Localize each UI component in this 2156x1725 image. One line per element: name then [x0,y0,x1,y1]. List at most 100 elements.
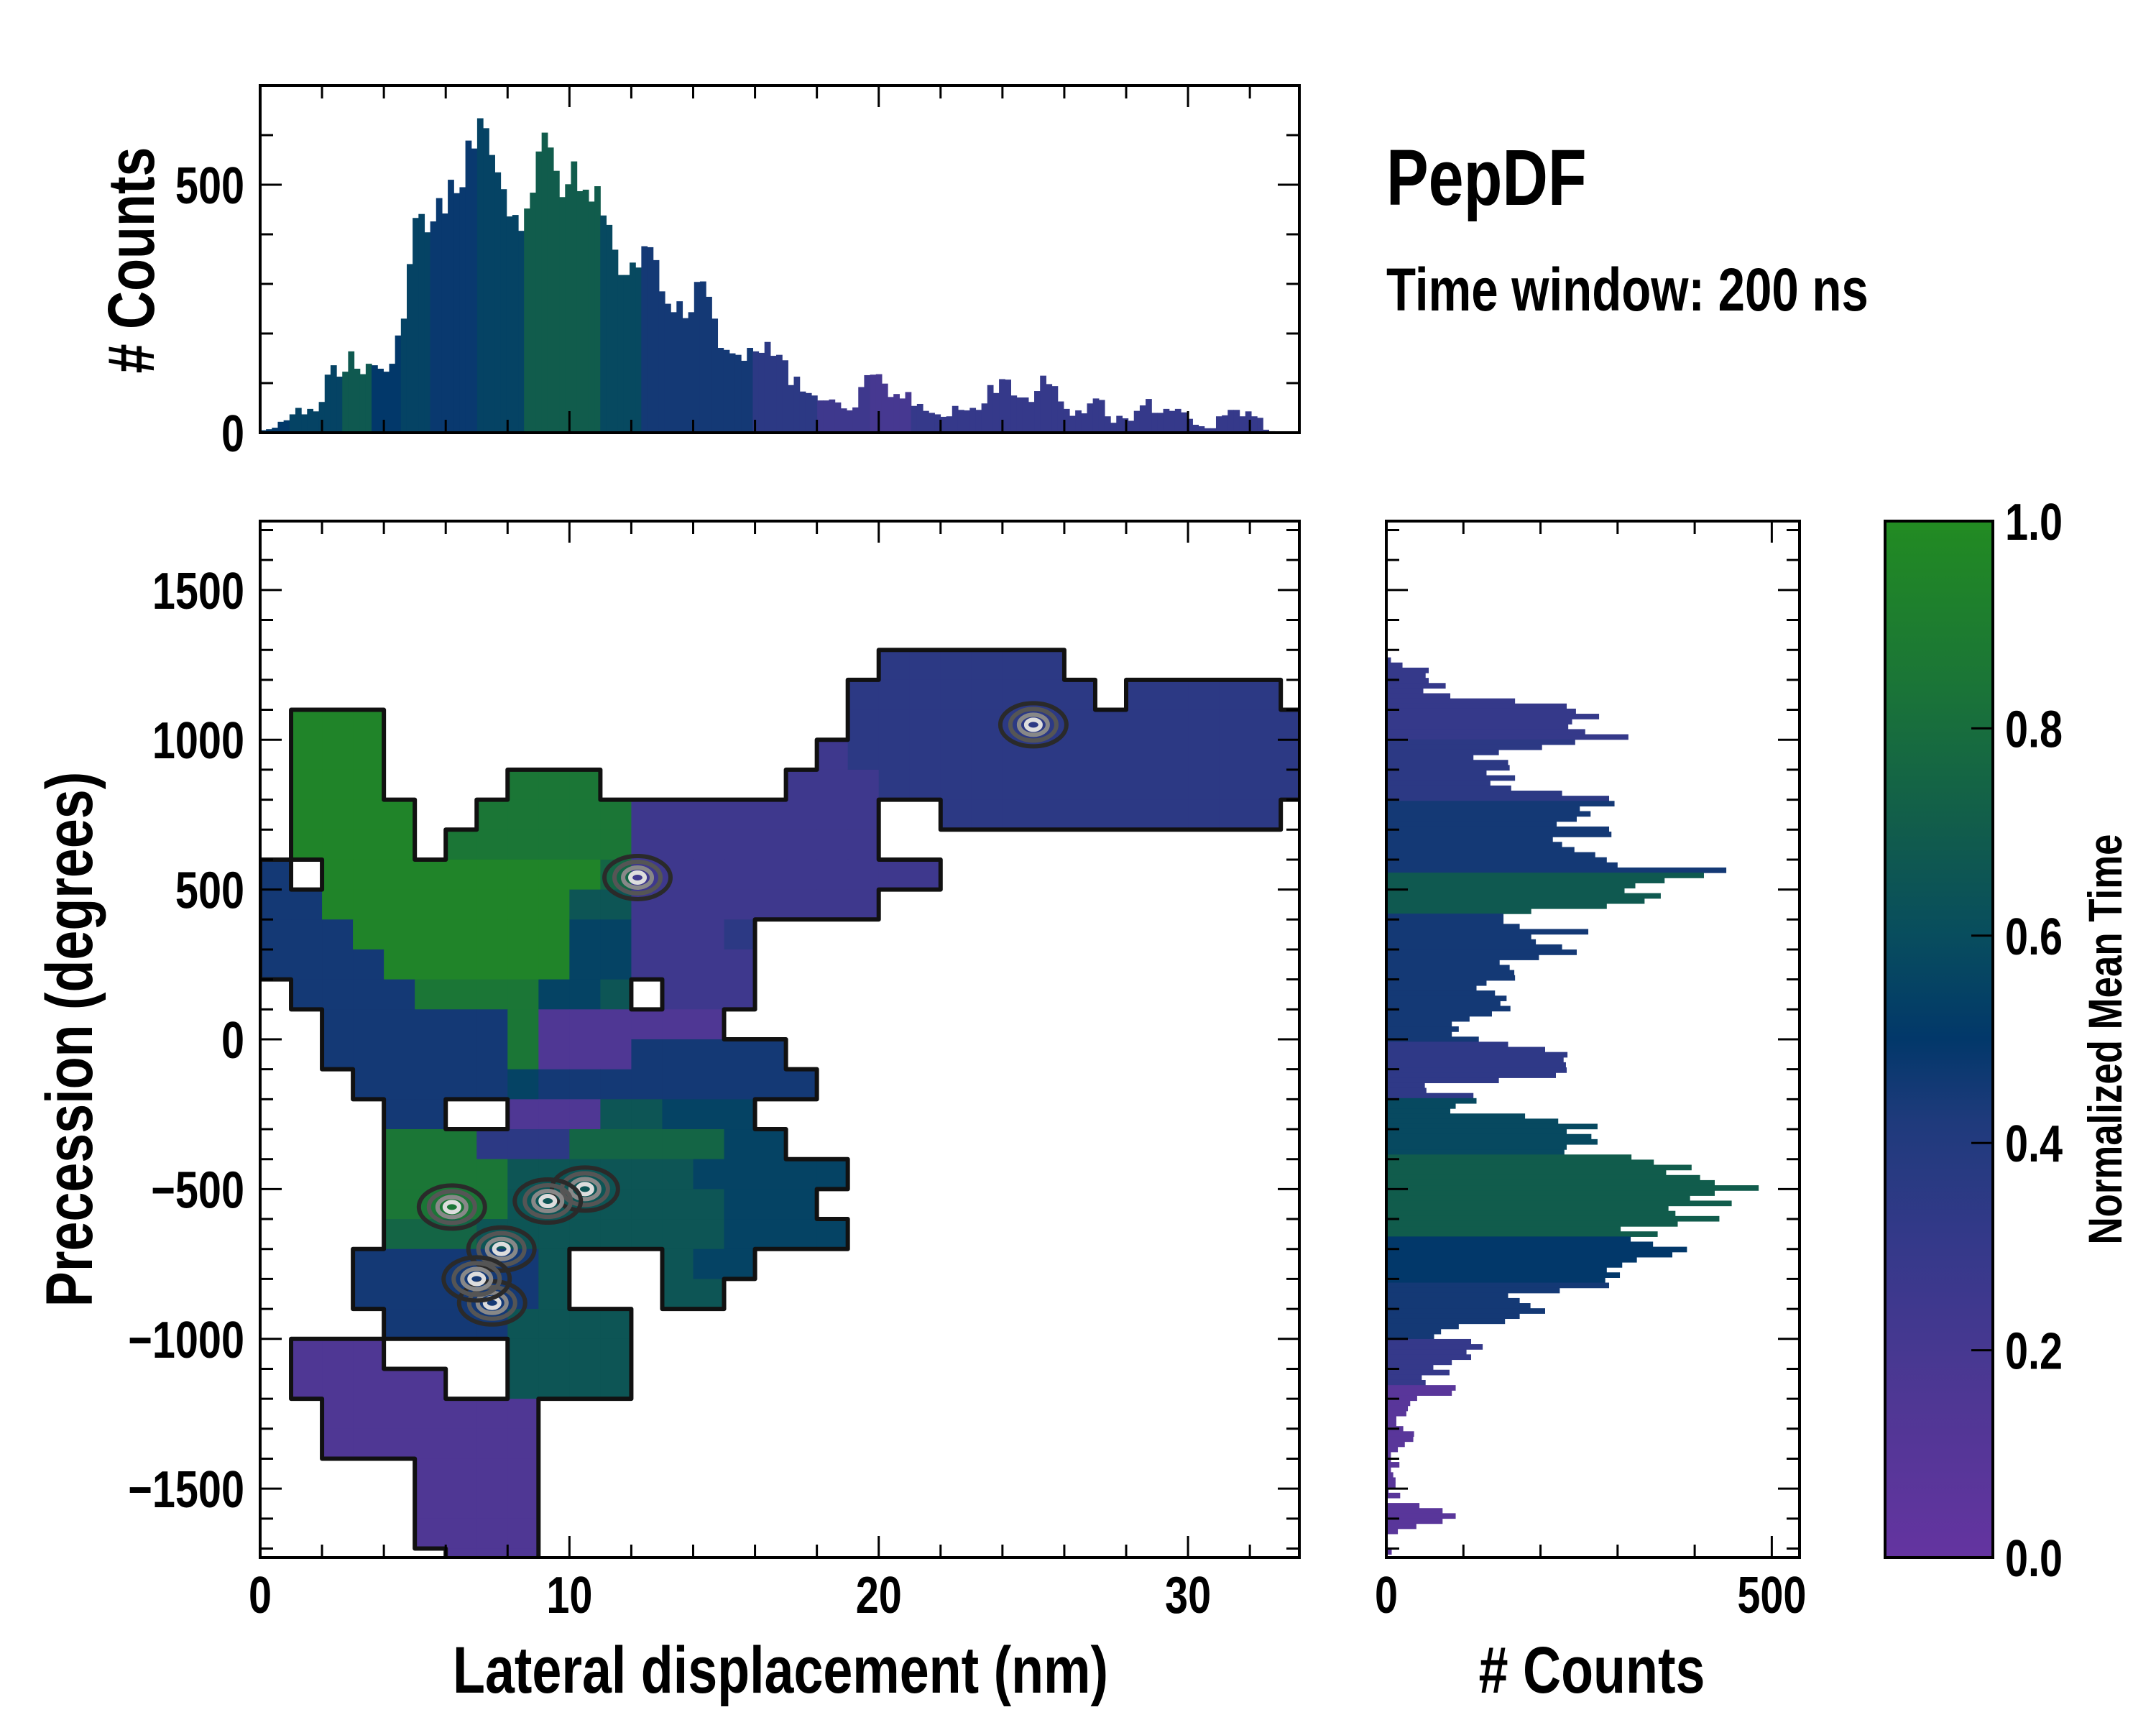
heatmap-cell [446,1518,477,1549]
right-hist-x-axis-label: # Counts [1479,1633,1705,1707]
density-contour [484,1236,518,1261]
top-hist-y-tick-label: 0 [221,405,244,463]
top-hist-bar [541,132,548,433]
top-hist-bar [295,408,302,433]
right-hist-bar [1386,1108,1451,1114]
right-hist-bar [1386,816,1577,822]
heatmap-cell [322,1428,354,1459]
heatmap-cell [353,1248,384,1279]
density-contour [467,1271,487,1287]
heatmap-cell [1281,769,1299,801]
heatmap-cell [755,1159,787,1190]
heatmap-cell [724,889,756,920]
heatmap-cell [724,1129,756,1160]
heatmap-cell [693,1069,725,1100]
right-hist-bar [1386,862,1618,868]
right-hist-bar [1386,1220,1678,1227]
top-hist-bar [946,416,953,433]
main-y-tick-label: 1500 [152,562,244,620]
heatmap-cell [507,1129,539,1160]
top-hist-bar [829,399,836,433]
right-hist-bar [1386,1477,1396,1484]
heatmap-cell [353,1039,384,1070]
heatmap-cell [415,1458,446,1489]
top-hist-bar [858,387,865,433]
heatmap-cell [507,829,539,860]
top-hist-bar [506,216,513,433]
right-hist-bar [1386,683,1446,689]
top-hist-bar [864,374,871,433]
heatmap-cell [415,1518,446,1549]
heatmap-cell [693,799,725,830]
colorbar-tick-label-group: 0.8 [2005,700,2063,758]
heatmap-cell [600,1129,632,1160]
heatmap-cell [538,769,570,801]
right-hist-bar [1386,1287,1560,1294]
top-hist-bar [1257,418,1263,433]
heatmap-cell [1095,709,1127,740]
heatmap-cell [384,829,415,860]
right-hist-bar [1386,780,1491,786]
right-hist-bar [1386,667,1429,673]
top-hist-bar [1245,411,1252,433]
heatmap-cell [662,1009,694,1040]
top-hist-bar [952,405,959,433]
right-hist-bar [1386,1421,1396,1427]
top-hist-bar [788,385,795,433]
heatmap-cell [755,1189,787,1220]
right-hist-bar [1386,1467,1391,1473]
heatmap-cell [260,919,292,950]
heatmap-cell [600,1309,632,1340]
colorbar-tick-label: 1.0 [2005,493,2063,551]
right-hist-bar [1386,1164,1692,1171]
heatmap-cell [353,1399,384,1430]
top-hist-bar [372,365,378,433]
top-hist-bar [1116,415,1123,433]
top-hist-bar [383,372,390,433]
heatmap-cell [415,1099,446,1130]
right-hist-bar [1386,908,1531,914]
top-hist-bar [758,352,765,433]
heatmap-cell [1064,799,1096,830]
density-contour-outline [260,648,1299,1558]
heatmap-cell [786,1189,818,1220]
heatmap-cell [693,919,725,950]
right-hist-bar [1386,1503,1420,1509]
heatmap-cell [353,1279,384,1310]
heatmap-cell [507,1009,539,1040]
right-hist-bar [1386,1098,1477,1104]
heatmap-cell [415,1039,446,1070]
top-hist-bar [811,395,818,433]
main-x-tick-label-group: 20 [856,1566,902,1624]
heatmap-cell [476,1548,508,1558]
heatmap-cell [755,1069,787,1100]
top-hist-bar [1057,401,1064,433]
top-hist-bar [1227,410,1235,433]
heatmap-cell [971,799,1003,830]
top-hist-bar [1233,410,1240,433]
top-hist-bar [940,416,947,433]
heatmap-cell [322,889,354,920]
top-hist-bar [389,364,396,433]
right-hist-bar [1386,775,1516,781]
heatmap-cell [1188,769,1220,801]
heatmap-cell [755,1039,787,1070]
heatmap-cell [662,799,694,830]
heatmap-cell [1002,769,1034,801]
right-hist-bar [1386,1261,1623,1268]
right-hist-bar [1386,893,1661,899]
heatmap-cell [476,1069,508,1100]
heatmap-cell [1064,709,1096,740]
top-hist-bar [348,351,355,433]
heatmap-cell [353,859,384,891]
top-hist-bar [512,215,519,433]
right-hist-bar [1386,954,1539,960]
heatmap-cell [353,1338,384,1369]
heatmap-cell [446,859,477,891]
heatmap-cell [662,1219,694,1250]
density-contour [466,1284,517,1321]
heatmap-cell [569,1129,601,1160]
heatmap-cell [1126,679,1158,711]
top-hist-bar [418,213,425,433]
colorbar-tick-label-group: 0.6 [2005,908,2063,966]
